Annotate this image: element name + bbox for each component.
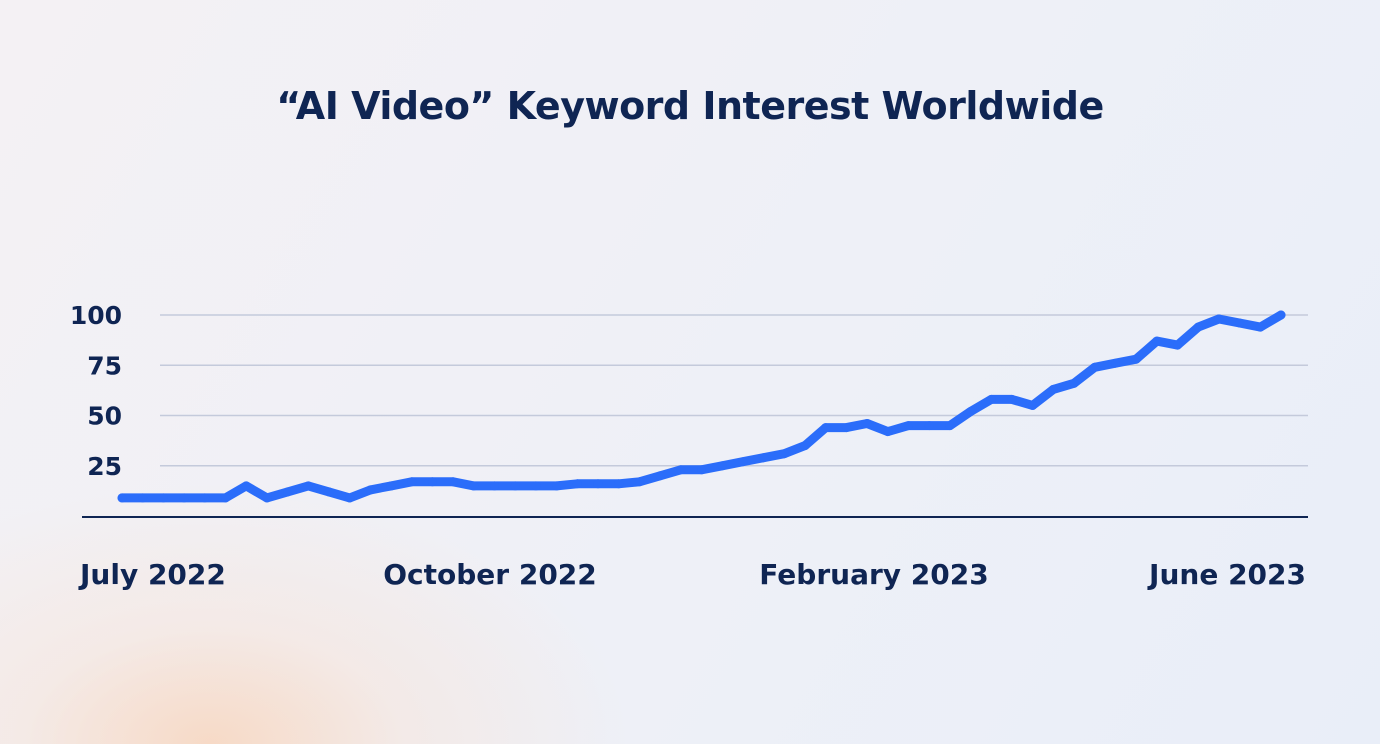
gridlines <box>160 314 1308 467</box>
data-point <box>531 481 541 491</box>
data-point <box>966 407 976 416</box>
data-point <box>634 477 644 487</box>
data-point <box>1193 322 1203 332</box>
data-point <box>655 471 665 481</box>
data-point <box>1255 322 1265 332</box>
data-point <box>572 479 582 489</box>
data-point <box>427 477 437 487</box>
data-point <box>138 493 148 503</box>
data-point <box>1235 318 1245 328</box>
x-tick-label: October 2022 <box>383 558 597 591</box>
data-point <box>510 481 520 491</box>
y-tick-label: 75 <box>87 351 122 380</box>
data-point <box>924 421 934 431</box>
data-point <box>738 457 748 467</box>
data-point <box>1276 310 1286 320</box>
data-point <box>862 419 872 428</box>
x-tick-label: July 2022 <box>78 558 226 591</box>
data-point <box>303 481 313 491</box>
data-point <box>158 493 168 503</box>
data-point <box>1131 354 1141 364</box>
data-point <box>448 477 458 487</box>
data-point <box>469 481 479 491</box>
data-point <box>1048 384 1058 394</box>
data-point <box>283 487 293 497</box>
x-axis-labels: July 2022 October 2022 February 2023 June 2… <box>78 558 1306 591</box>
data-point <box>800 441 810 451</box>
y-tick-label: 100 <box>70 301 122 330</box>
data-point <box>1214 314 1224 324</box>
data-point <box>490 481 499 491</box>
data-point <box>676 465 686 475</box>
data-point <box>1069 378 1079 388</box>
data-point <box>904 421 913 431</box>
data-point <box>365 485 375 495</box>
chart-title: “AI Video” Keyword Interest Worldwide <box>276 84 1104 128</box>
data-point <box>697 465 706 475</box>
data-point <box>593 479 603 489</box>
data-point <box>821 423 831 433</box>
data-point <box>200 493 210 503</box>
data-point <box>241 481 251 491</box>
data-point <box>407 477 417 487</box>
data-point <box>614 479 624 489</box>
data-point <box>1110 358 1120 368</box>
x-tick-label: June 2023 <box>1147 558 1306 591</box>
data-point <box>1173 340 1182 350</box>
data-point <box>945 421 955 431</box>
data-point <box>1152 336 1162 346</box>
data-point <box>262 493 272 503</box>
data-point <box>552 481 562 491</box>
data-point <box>1028 400 1038 410</box>
data-point <box>717 461 727 471</box>
data-point <box>841 423 851 433</box>
data-point <box>386 481 396 491</box>
y-axis-ticks: 25 50 75 100 <box>70 301 122 481</box>
data-point <box>986 394 996 404</box>
data-point <box>1090 362 1100 372</box>
y-tick-label: 25 <box>87 452 122 481</box>
data-point <box>221 493 230 503</box>
data-point <box>345 493 355 503</box>
data-point <box>1007 394 1017 404</box>
data-point <box>324 487 334 497</box>
data-point <box>179 493 189 503</box>
data-point <box>779 449 789 459</box>
data-point <box>759 453 769 463</box>
data-point <box>117 493 127 503</box>
y-tick-label: 50 <box>87 402 122 431</box>
data-point <box>883 427 893 437</box>
x-tick-label: February 2023 <box>759 558 988 591</box>
series-group <box>117 310 1286 503</box>
